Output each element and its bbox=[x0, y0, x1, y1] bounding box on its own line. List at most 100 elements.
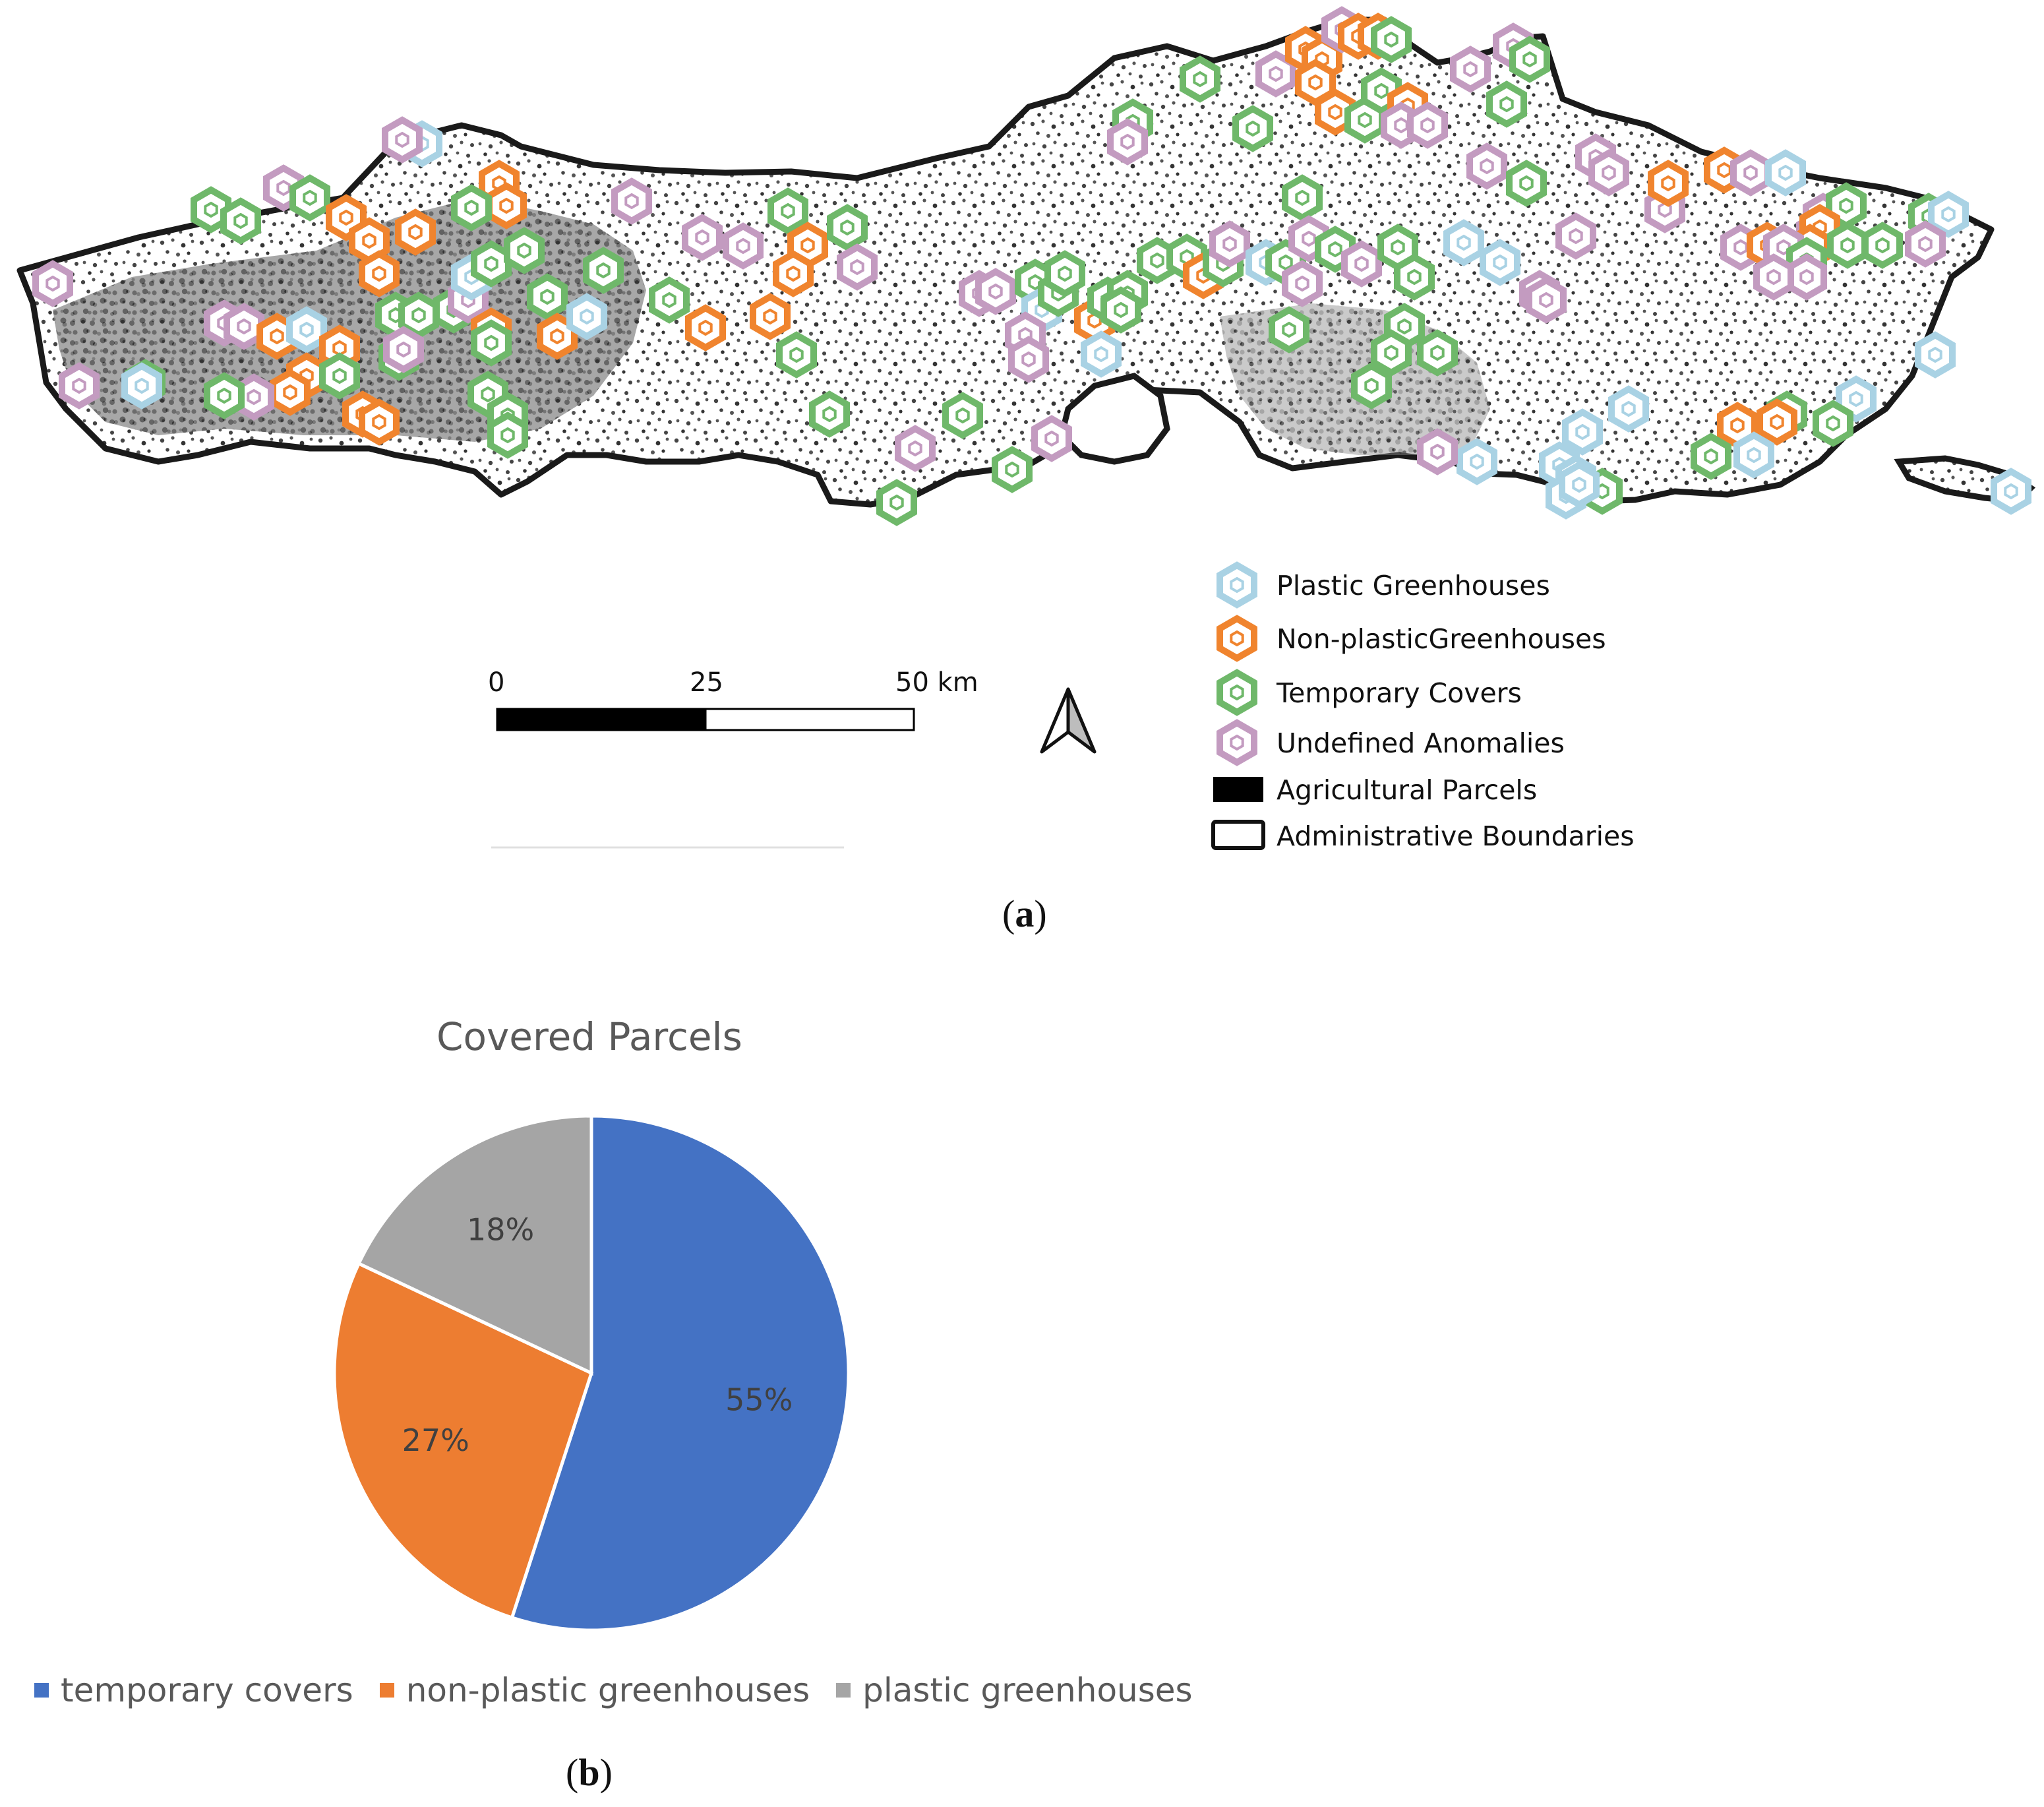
anomaly-marker-icon bbox=[1420, 333, 1455, 373]
anomaly-marker-icon bbox=[1562, 465, 1596, 505]
anomaly-marker-icon bbox=[507, 231, 541, 270]
anomaly-marker-icon bbox=[1789, 257, 1824, 297]
anomaly-marker-icon bbox=[1420, 432, 1455, 472]
anomaly-marker-icon bbox=[779, 335, 814, 375]
anomaly-marker-icon bbox=[386, 330, 421, 369]
anomaly-marker-icon bbox=[1084, 334, 1118, 374]
anomaly-marker-icon bbox=[1460, 442, 1494, 481]
anomaly-marker-icon bbox=[1816, 404, 1850, 443]
caption-a: (a) bbox=[1002, 892, 1047, 935]
anomaly-marker-icon bbox=[812, 394, 847, 434]
legend-label-administrative-boundaries: Administrative Boundaries bbox=[1277, 820, 1635, 852]
pie-legend-entry-plastic-greenhouses: plastic greenhouses bbox=[836, 1671, 1193, 1709]
anomaly-marker-icon bbox=[1830, 226, 1865, 265]
anomaly-marker-icon bbox=[398, 212, 433, 252]
legend-undefined-anomalies-icon bbox=[1220, 723, 1254, 762]
anomaly-marker-icon bbox=[1213, 224, 1247, 264]
pie-data-label: 55% bbox=[725, 1382, 793, 1417]
anomaly-marker-icon bbox=[1397, 257, 1431, 297]
legend-swatch-icon bbox=[379, 1683, 394, 1698]
anomaly-marker-icon bbox=[36, 264, 70, 303]
anomaly-marker-icon bbox=[652, 280, 686, 320]
scale-label-25: 25 bbox=[690, 667, 723, 698]
anomaly-marker-icon bbox=[1559, 216, 1593, 256]
scale-label-0: 0 bbox=[488, 667, 505, 698]
anomaly-marker-icon bbox=[1918, 335, 1952, 375]
anomaly-marker-icon bbox=[385, 120, 419, 160]
pie-data-label: 27% bbox=[402, 1423, 469, 1458]
legend-swatch-icon bbox=[836, 1683, 851, 1698]
pie-slice-temporary-covers bbox=[510, 1114, 851, 1632]
scale-bar bbox=[491, 708, 915, 849]
anomaly-marker-icon bbox=[1757, 257, 1791, 297]
scale-label-50km: 50 km bbox=[895, 667, 978, 698]
anomaly-marker-icon bbox=[1737, 435, 1771, 475]
legend-swatch-icon bbox=[34, 1683, 49, 1698]
anomaly-marker-icon bbox=[1285, 264, 1319, 303]
anomaly-marker-icon bbox=[946, 396, 980, 435]
pie-slice-plastic-greenhouses bbox=[356, 1114, 593, 1376]
anomaly-marker-icon bbox=[1865, 226, 1900, 265]
anomaly-marker-icon bbox=[1272, 310, 1306, 350]
anomaly-marker-icon bbox=[207, 376, 241, 415]
anomaly-marker-icon bbox=[1733, 153, 1768, 193]
anomaly-marker-icon bbox=[489, 186, 524, 226]
map-legend-symbols bbox=[1211, 565, 1265, 850]
anomaly-marker-icon bbox=[62, 366, 96, 406]
anomaly-marker-icon bbox=[1183, 59, 1217, 99]
pie-legend-entry-non-plastic-greenhouses: non-plastic greenhouses bbox=[379, 1671, 810, 1709]
anomaly-marker-icon bbox=[615, 181, 649, 221]
legend-non-plastic-greenhouses-icon bbox=[1220, 619, 1254, 658]
anomaly-marker-icon bbox=[1611, 389, 1646, 429]
anomaly-marker-icon bbox=[1285, 178, 1319, 218]
anomaly-marker-icon bbox=[227, 307, 261, 346]
legend-plastic-greenhouses-icon bbox=[1220, 565, 1254, 605]
anomaly-marker-icon bbox=[1236, 109, 1270, 148]
anomaly-marker-icon bbox=[362, 402, 396, 442]
legend-label-temporary-covers: Temporary Covers bbox=[1277, 677, 1522, 709]
north-arrow-icon bbox=[1040, 687, 1097, 754]
anomaly-marker-icon bbox=[1104, 290, 1138, 330]
anomaly-marker-icon bbox=[1011, 340, 1046, 379]
legend-label-agricultural-parcels: Agricultural Parcels bbox=[1277, 774, 1538, 806]
anomaly-marker-icon bbox=[1489, 84, 1524, 124]
anomaly-marker-icon bbox=[830, 208, 864, 247]
anomaly-marker-icon bbox=[1694, 437, 1728, 476]
anomaly-marker-icon bbox=[362, 254, 396, 293]
legend-label-plastic-greenhouses: Plastic Greenhouses bbox=[1277, 570, 1550, 601]
anomaly-marker-icon bbox=[273, 373, 307, 412]
anomaly-marker-icon bbox=[688, 308, 723, 348]
anomaly-marker-icon bbox=[1410, 106, 1445, 145]
anomaly-marker-icon bbox=[898, 429, 932, 468]
anomaly-marker-icon bbox=[1651, 164, 1685, 203]
anomaly-marker-icon bbox=[1048, 254, 1082, 293]
anomaly-marker-icon bbox=[530, 277, 564, 317]
anomaly-marker-icon bbox=[1344, 244, 1379, 284]
anomaly-marker-icon bbox=[1513, 40, 1547, 79]
anomaly-marker-icon bbox=[1908, 224, 1942, 264]
anomaly-marker-icon bbox=[1354, 366, 1389, 406]
legend-temporary-covers-icon bbox=[1220, 673, 1254, 712]
anomaly-marker-icon bbox=[125, 366, 159, 406]
caption-b: (b) bbox=[566, 1751, 613, 1794]
anomaly-marker-icon bbox=[1529, 280, 1563, 320]
anomaly-marker-icon bbox=[454, 188, 489, 228]
anomaly-marker-icon bbox=[474, 244, 508, 284]
anomaly-marker-icon bbox=[224, 201, 258, 241]
anomaly-marker-icon bbox=[840, 247, 874, 287]
anomaly-marker-icon bbox=[1760, 402, 1794, 442]
anomaly-marker-icon bbox=[880, 483, 914, 522]
pie-chart: 55% 27% 18% bbox=[332, 1114, 851, 1632]
anomaly-marker-icon bbox=[1483, 243, 1517, 282]
legend-label-undefined-anomalies: Undefined Anomalies bbox=[1277, 727, 1565, 759]
anomaly-marker-icon bbox=[726, 226, 760, 266]
anomaly-marker-icon bbox=[586, 251, 620, 290]
anomaly-marker-icon bbox=[1374, 20, 1408, 59]
pie-data-label: 18% bbox=[467, 1212, 534, 1248]
anomaly-marker-icon bbox=[1374, 333, 1408, 373]
legend-administrative-boundaries-icon bbox=[1211, 820, 1265, 850]
legend-label-non-plastic-greenhouses: Non-plasticGreenhouses bbox=[1277, 623, 1606, 655]
anomaly-marker-icon bbox=[1110, 122, 1145, 162]
anomaly-marker-icon bbox=[1994, 472, 2028, 511]
